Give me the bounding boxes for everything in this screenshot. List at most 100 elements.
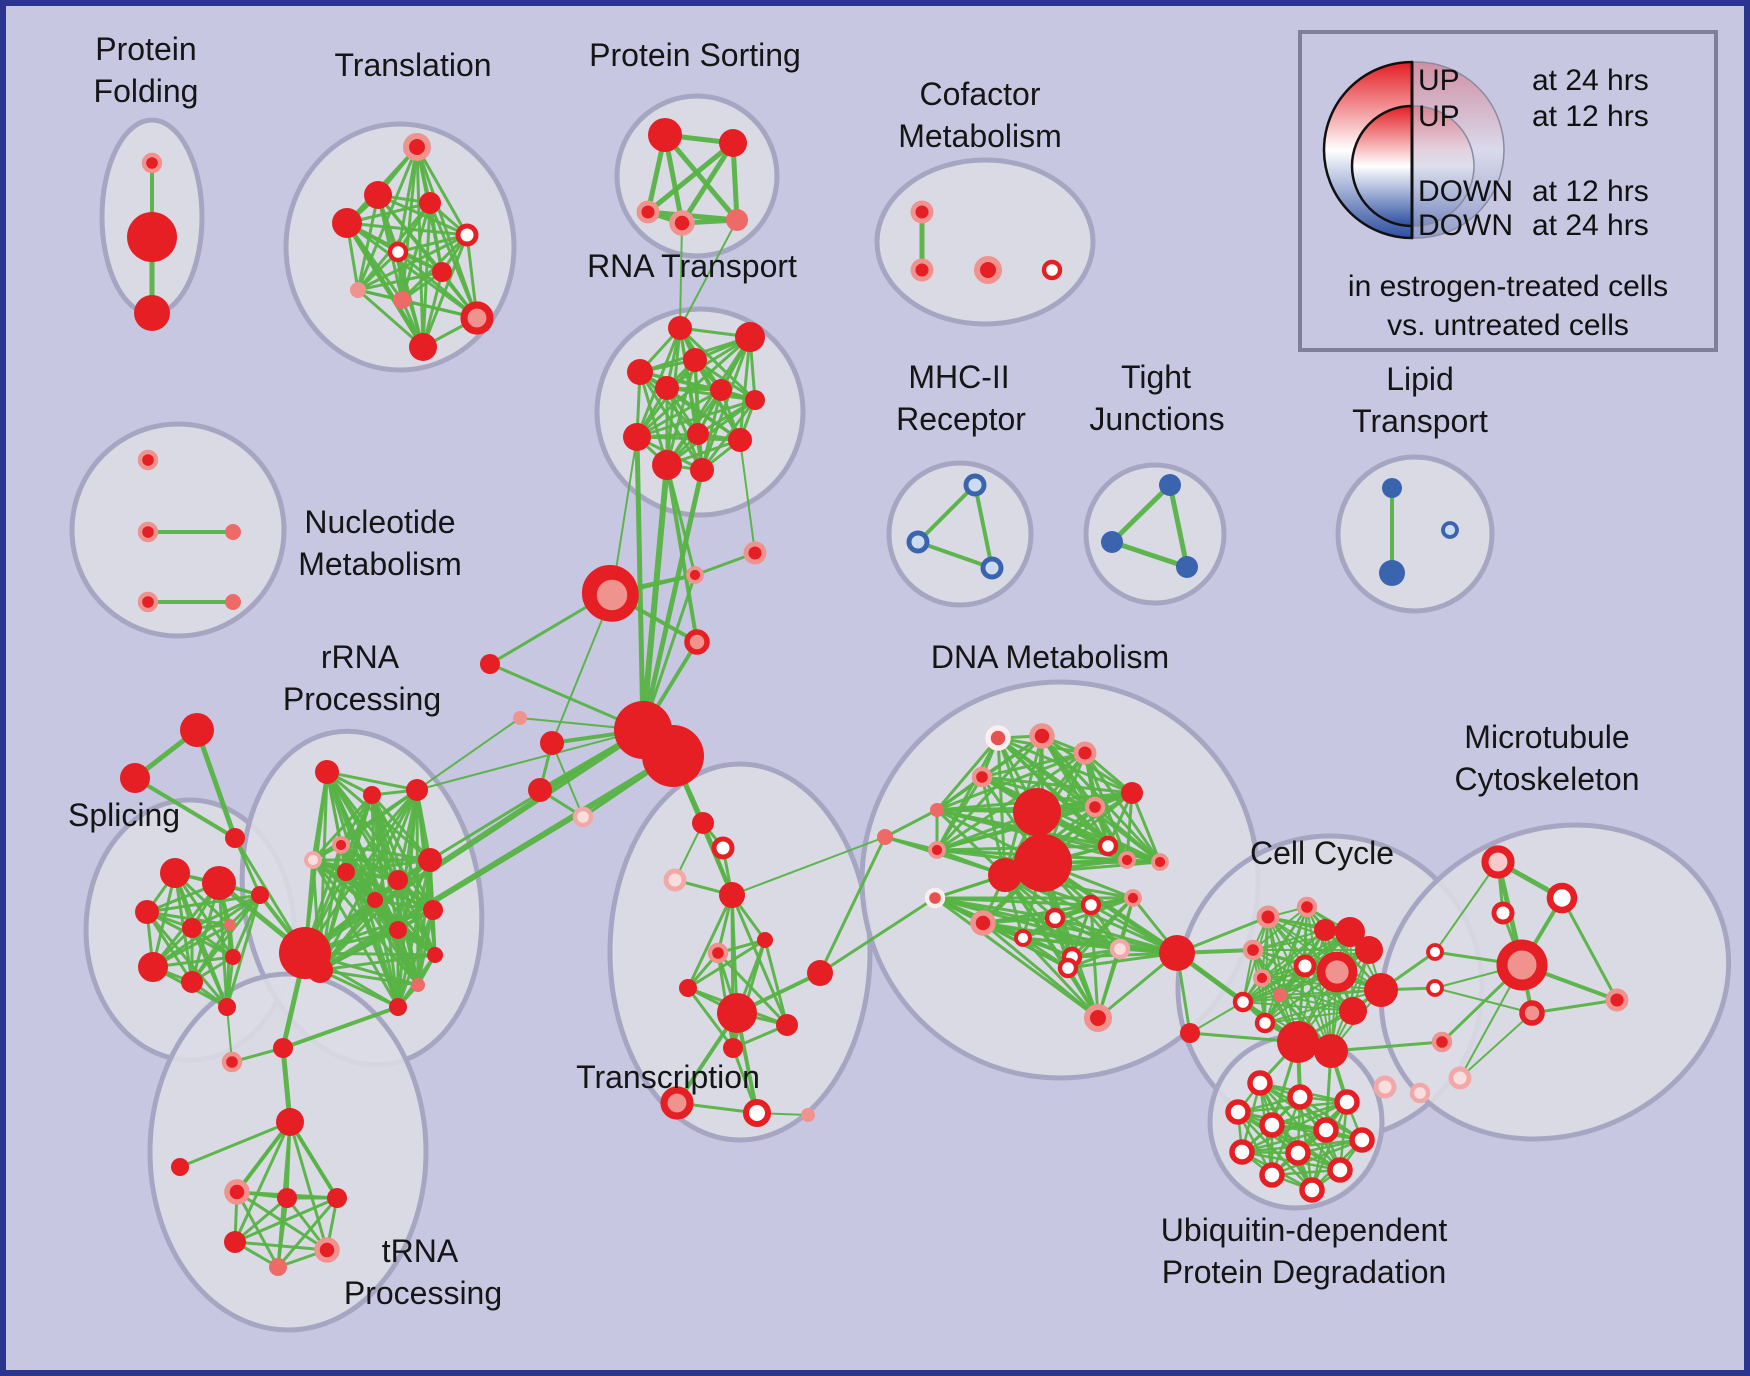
legend-time-0: at 24 hrs	[1532, 64, 1649, 97]
node-tp9	[221, 1051, 243, 1073]
node-lt2	[1379, 560, 1405, 586]
node-dm6	[1084, 796, 1106, 818]
node-cm3	[973, 255, 1003, 285]
label-processing: Processing	[344, 1275, 502, 1311]
label-cell-cycle: Cell Cycle	[1250, 835, 1394, 871]
edge	[133, 776, 237, 840]
node-rp4	[332, 836, 350, 854]
edge	[416, 717, 521, 791]
node-rp10	[423, 900, 443, 920]
node-ps1	[648, 118, 682, 152]
node-dmh1	[1013, 788, 1061, 836]
node-mt9	[1448, 1066, 1472, 1090]
label-dna-metabolism: DNA Metabolism	[931, 639, 1169, 675]
edge	[1252, 929, 1326, 951]
node-tr9	[393, 291, 411, 309]
edge	[1252, 906, 1308, 951]
edge	[933, 896, 1100, 1020]
node-ub9	[1285, 1140, 1311, 1166]
node-mt6	[1426, 979, 1444, 997]
node-dm11	[1097, 835, 1119, 857]
node-rp14	[389, 998, 407, 1016]
edge	[345, 221, 469, 237]
node-ps2	[719, 129, 747, 157]
node-ub11	[1327, 1157, 1353, 1183]
node-bt1	[480, 654, 500, 674]
node-dm16	[1044, 907, 1066, 929]
edge	[311, 858, 400, 1009]
legend-footer-0: in estrogen-treated cells	[1348, 270, 1668, 303]
edge	[679, 219, 738, 329]
node-sp6	[138, 952, 168, 982]
edge	[935, 734, 1044, 852]
node-sp10	[218, 998, 236, 1016]
edge	[145, 910, 194, 984]
edge	[973, 483, 994, 570]
node-tj1	[1159, 474, 1181, 496]
node-tj3	[1176, 556, 1198, 578]
node-cc15	[1277, 1021, 1319, 1063]
edge	[883, 835, 939, 852]
edge	[151, 893, 262, 969]
node-nm3	[225, 524, 241, 540]
node-pf1	[141, 152, 163, 174]
node-lt3	[1441, 521, 1459, 539]
edge	[1252, 949, 1266, 1024]
node-cm4	[1041, 259, 1063, 281]
node-tr1	[402, 132, 432, 162]
edge	[356, 270, 444, 292]
edge	[373, 898, 400, 1009]
node-bt4	[528, 778, 552, 802]
node-tp2	[277, 1188, 297, 1208]
edge	[638, 370, 700, 436]
edge	[1270, 1138, 1364, 1177]
edge	[635, 335, 752, 439]
edge	[1242, 906, 1308, 1003]
node-mt3	[1491, 901, 1515, 925]
node-cc4	[1335, 917, 1365, 947]
node-dm23	[1057, 957, 1079, 979]
node-tc11	[723, 1038, 743, 1058]
edge	[883, 808, 939, 839]
node-tp6	[269, 1258, 287, 1276]
node-rt7	[745, 390, 765, 410]
node-ub2	[1287, 1084, 1313, 1110]
node-dm14	[924, 887, 946, 909]
label-protein-sorting: Protein Sorting	[589, 37, 801, 73]
edge	[645, 140, 736, 215]
edge	[635, 388, 723, 439]
node-cc3	[1314, 919, 1336, 941]
node-tr7	[432, 262, 452, 282]
edge	[302, 727, 646, 956]
labels-layer: Protein Folding Translation Protein Sorting…	[68, 31, 1640, 1311]
node-cc6	[1316, 951, 1358, 993]
node-tr2	[364, 181, 392, 209]
legend-direction-down-3: DOWN	[1418, 209, 1513, 242]
edge	[935, 751, 1087, 852]
node-tr10	[460, 301, 494, 335]
node-ch4	[684, 629, 710, 655]
edge	[416, 858, 432, 987]
edge	[178, 1120, 292, 1169]
label-tight: Tight	[1121, 359, 1191, 395]
node-tc14	[801, 1108, 815, 1122]
edge	[935, 736, 1000, 812]
edge	[1329, 1040, 1444, 1053]
edge	[344, 220, 426, 350]
edge	[638, 370, 704, 472]
node-nm4	[137, 591, 159, 613]
edge	[1261, 977, 1354, 1012]
node-ch2	[743, 541, 767, 565]
label-transcription: Transcription	[576, 1059, 760, 1095]
edge	[370, 793, 432, 862]
label-mhc-ii: MHC-II	[908, 359, 1009, 395]
node-cc1	[1256, 905, 1280, 929]
node-cc10	[1242, 939, 1264, 961]
edge	[396, 928, 420, 987]
node-mt2	[1546, 882, 1578, 914]
node-dm2	[1029, 723, 1055, 749]
edge	[980, 751, 1087, 779]
edge	[428, 201, 479, 320]
edge	[686, 893, 734, 990]
